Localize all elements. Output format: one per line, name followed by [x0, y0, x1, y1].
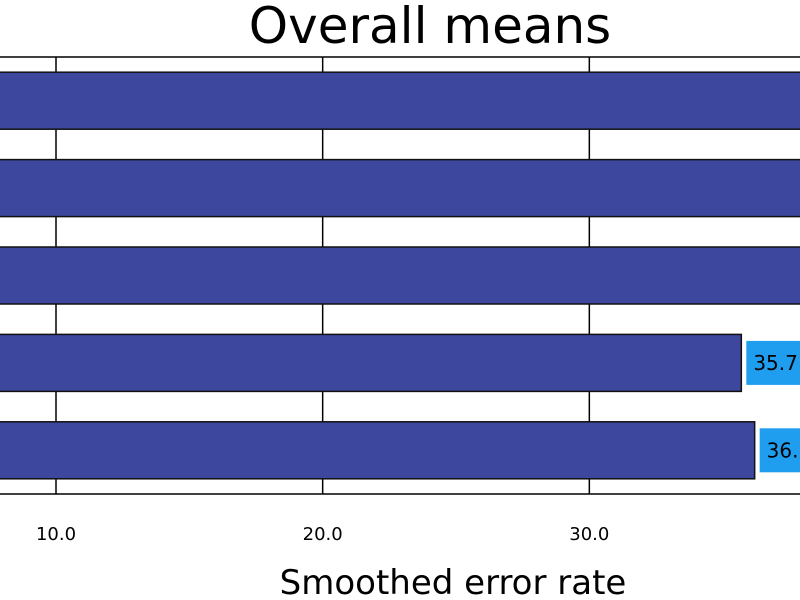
x-axis-label: Smoothed error rate [280, 563, 627, 600]
bar-0 [0, 71, 800, 130]
data-label-bg-3 [746, 340, 800, 385]
data-labels: 35.7 36. [746, 340, 800, 473]
x-tick-label: 20.0 [303, 524, 343, 545]
data-label-4: 36. [767, 438, 799, 462]
bar-1 [0, 158, 800, 218]
bar-3 [0, 333, 743, 393]
x-tick-label: 10.0 [36, 524, 76, 545]
bar-4 [0, 421, 756, 480]
x-tick-label: 30.0 [569, 524, 609, 545]
bar-2 [0, 246, 800, 305]
x-tick-labels: 10.0 20.0 30.0 [36, 524, 609, 545]
bars [0, 71, 800, 480]
data-label-3: 35.7 [753, 351, 798, 375]
chart-title: Overall means [249, 0, 611, 55]
data-label-bg-4 [759, 428, 800, 473]
